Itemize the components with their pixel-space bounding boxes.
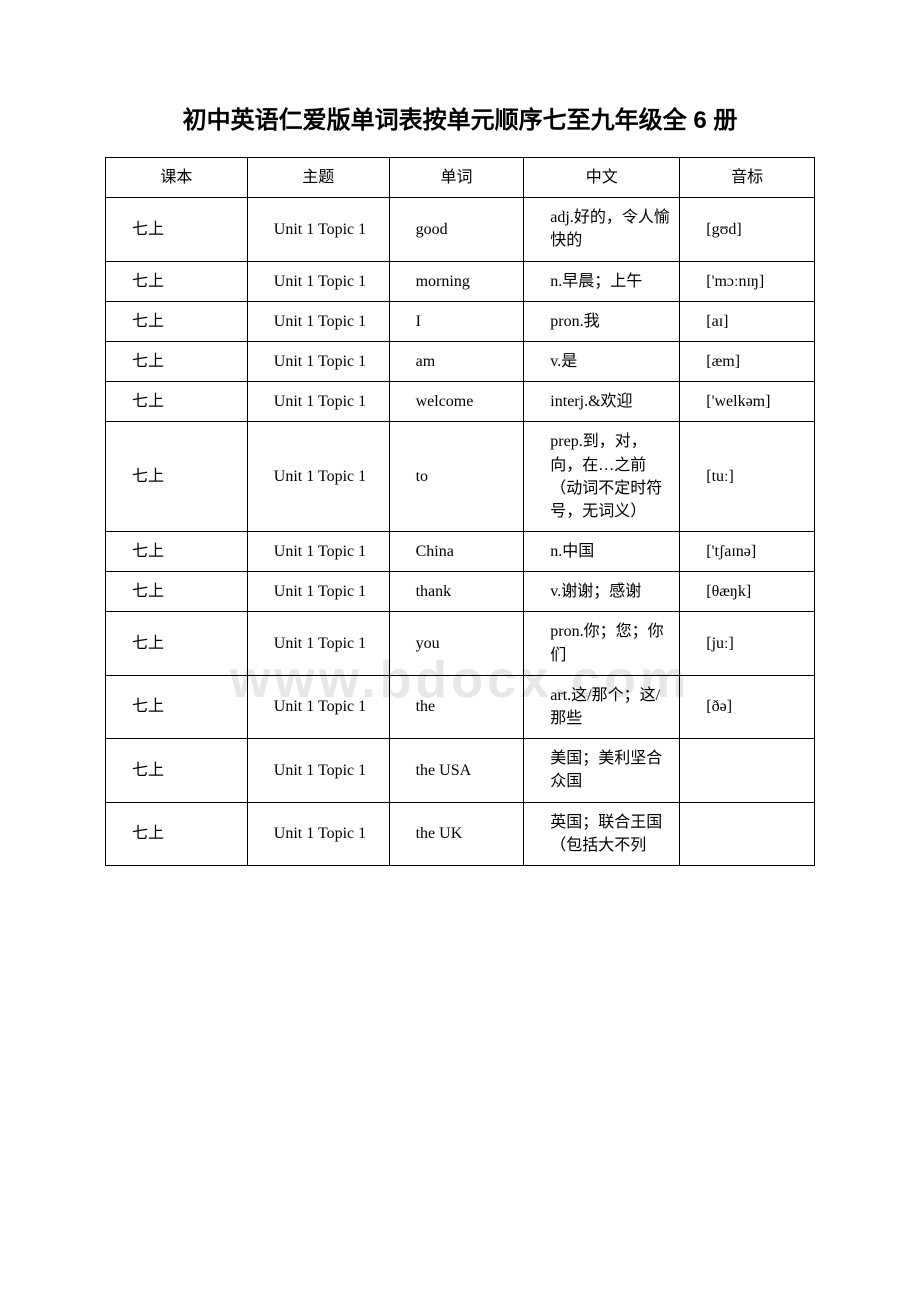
table-header-row: 课本 主题 单词 中文 音标	[106, 158, 815, 198]
cell-word: thank	[389, 572, 524, 612]
table-row: 七上Unit 1 Topic 1thankv.谢谢；感谢[θæŋk]	[106, 572, 815, 612]
cell-book: 七上	[106, 572, 248, 612]
cell-topic: Unit 1 Topic 1	[247, 802, 389, 865]
cell-topic: Unit 1 Topic 1	[247, 532, 389, 572]
document-content: 初中英语仁爱版单词表按单元顺序七至九年级全 6 册 课本 主题 单词 中文 音标…	[105, 100, 815, 866]
col-word: 单词	[389, 158, 524, 198]
col-ipa: 音标	[680, 158, 815, 198]
cell-word: to	[389, 422, 524, 532]
col-cn: 中文	[524, 158, 680, 198]
cell-word: the	[389, 675, 524, 738]
cell-word: good	[389, 198, 524, 261]
cell-topic: Unit 1 Topic 1	[247, 739, 389, 802]
cell-book: 七上	[106, 532, 248, 572]
cell-ipa: [θæŋk]	[680, 572, 815, 612]
cell-book: 七上	[106, 739, 248, 802]
cell-word: the UK	[389, 802, 524, 865]
table-row: 七上Unit 1 Topic 1theart.这/那个；这/那些[ðə]	[106, 675, 815, 738]
table-row: 七上Unit 1 Topic 1goodadj.好的，令人愉快的[gʊd]	[106, 198, 815, 261]
page-title: 初中英语仁爱版单词表按单元顺序七至九年级全 6 册	[105, 100, 815, 135]
cell-book: 七上	[106, 422, 248, 532]
col-book: 课本	[106, 158, 248, 198]
cell-word: am	[389, 341, 524, 381]
cell-ipa: [æm]	[680, 341, 815, 381]
cell-word: you	[389, 612, 524, 675]
cell-book: 七上	[106, 261, 248, 301]
cell-ipa: [aɪ]	[680, 301, 815, 341]
cell-book: 七上	[106, 612, 248, 675]
cell-topic: Unit 1 Topic 1	[247, 422, 389, 532]
cell-cn: 美国；美利坚合众国	[524, 739, 680, 802]
table-row: 七上Unit 1 Topic 1youpron.你；您；你们[juː]	[106, 612, 815, 675]
cell-cn: 英国；联合王国（包括大不列	[524, 802, 680, 865]
vocab-table: 课本 主题 单词 中文 音标 七上Unit 1 Topic 1goodadj.好…	[105, 157, 815, 866]
cell-ipa: ['tʃaɪnə]	[680, 532, 815, 572]
cell-ipa: ['welkəm]	[680, 382, 815, 422]
table-row: 七上Unit 1 Topic 1toprep.到，对，向，在…之前（动词不定时符…	[106, 422, 815, 532]
cell-cn: n.早晨；上午	[524, 261, 680, 301]
cell-book: 七上	[106, 675, 248, 738]
cell-topic: Unit 1 Topic 1	[247, 261, 389, 301]
cell-ipa: [gʊd]	[680, 198, 815, 261]
cell-word: welcome	[389, 382, 524, 422]
cell-word: I	[389, 301, 524, 341]
cell-cn: art.这/那个；这/那些	[524, 675, 680, 738]
cell-topic: Unit 1 Topic 1	[247, 382, 389, 422]
cell-book: 七上	[106, 382, 248, 422]
table-body: 七上Unit 1 Topic 1goodadj.好的，令人愉快的[gʊd]七上U…	[106, 198, 815, 866]
cell-cn: pron.我	[524, 301, 680, 341]
cell-book: 七上	[106, 341, 248, 381]
cell-ipa	[680, 739, 815, 802]
table-row: 七上Unit 1 Topic 1the USA美国；美利坚合众国	[106, 739, 815, 802]
col-topic: 主题	[247, 158, 389, 198]
table-row: 七上Unit 1 Topic 1the UK英国；联合王国（包括大不列	[106, 802, 815, 865]
cell-cn: v.是	[524, 341, 680, 381]
cell-cn: adj.好的，令人愉快的	[524, 198, 680, 261]
cell-book: 七上	[106, 198, 248, 261]
cell-topic: Unit 1 Topic 1	[247, 675, 389, 738]
cell-word: China	[389, 532, 524, 572]
cell-word: morning	[389, 261, 524, 301]
cell-ipa: ['mɔːnɪŋ]	[680, 261, 815, 301]
cell-cn: n.中国	[524, 532, 680, 572]
cell-topic: Unit 1 Topic 1	[247, 612, 389, 675]
cell-topic: Unit 1 Topic 1	[247, 341, 389, 381]
table-row: 七上Unit 1 Topic 1morningn.早晨；上午['mɔːnɪŋ]	[106, 261, 815, 301]
cell-topic: Unit 1 Topic 1	[247, 198, 389, 261]
cell-ipa: [juː]	[680, 612, 815, 675]
cell-cn: interj.&欢迎	[524, 382, 680, 422]
cell-book: 七上	[106, 802, 248, 865]
cell-topic: Unit 1 Topic 1	[247, 301, 389, 341]
table-row: 七上Unit 1 Topic 1Chinan.中国['tʃaɪnə]	[106, 532, 815, 572]
cell-cn: pron.你；您；你们	[524, 612, 680, 675]
cell-cn: v.谢谢；感谢	[524, 572, 680, 612]
table-row: 七上Unit 1 Topic 1Ipron.我[aɪ]	[106, 301, 815, 341]
cell-topic: Unit 1 Topic 1	[247, 572, 389, 612]
table-row: 七上Unit 1 Topic 1amv.是[æm]	[106, 341, 815, 381]
cell-cn: prep.到，对，向，在…之前（动词不定时符号，无词义）	[524, 422, 680, 532]
cell-ipa: [tuː]	[680, 422, 815, 532]
cell-ipa	[680, 802, 815, 865]
cell-book: 七上	[106, 301, 248, 341]
cell-ipa: [ðə]	[680, 675, 815, 738]
cell-word: the USA	[389, 739, 524, 802]
table-row: 七上Unit 1 Topic 1welcomeinterj.&欢迎['welkə…	[106, 382, 815, 422]
